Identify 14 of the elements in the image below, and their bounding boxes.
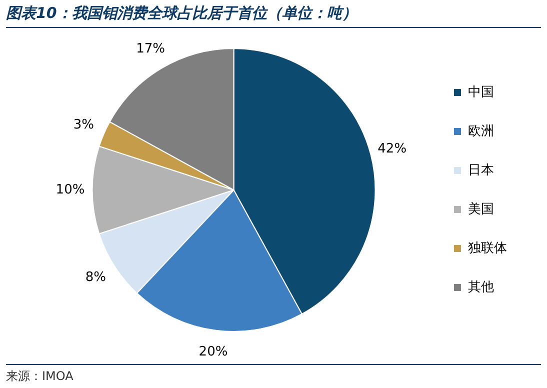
legend-label: 美国 — [468, 200, 494, 217]
source-note: 来源：IMOA — [6, 364, 541, 385]
legend-label: 日本 — [468, 162, 494, 178]
data-label: 8% — [85, 270, 106, 285]
legend-label: 独联体 — [468, 240, 507, 256]
data-label: 42% — [378, 142, 407, 157]
legend-label: 中国 — [468, 84, 494, 100]
data-label: 10% — [56, 182, 85, 198]
legend-label: 其他 — [468, 280, 494, 295]
chart-title: 图表10：我国钼消费全球占比居于首位（单位：吨） — [6, 4, 541, 28]
data-label: 20% — [198, 344, 228, 360]
legend-label: 欧洲 — [468, 124, 494, 139]
data-label: 3% — [73, 117, 94, 132]
data-label: 17% — [136, 42, 165, 57]
